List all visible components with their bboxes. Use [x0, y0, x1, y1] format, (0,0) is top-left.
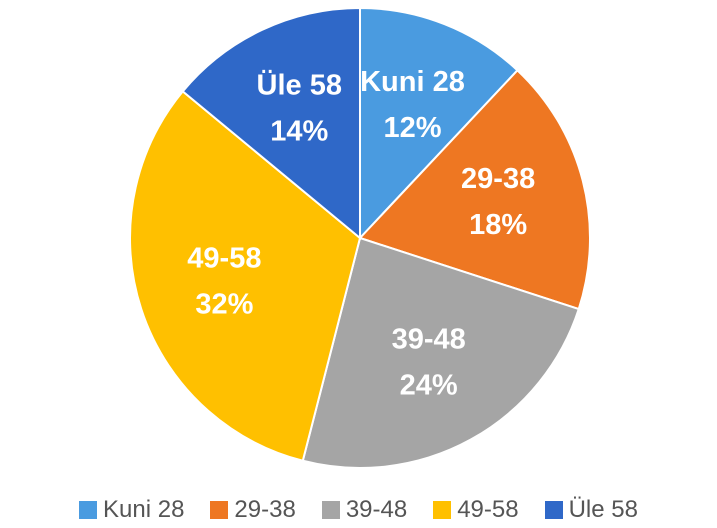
legend-item: 29-38 [210, 496, 296, 524]
legend-label: Üle 58 [568, 496, 638, 523]
pie-slice [359, 6, 519, 241]
slice-label: 29-38 [461, 163, 535, 195]
pie-slice [301, 236, 581, 469]
pie-slice [129, 89, 362, 462]
slice-value-label: 12% [383, 112, 441, 144]
legend-swatch [544, 501, 563, 519]
legend-swatch [79, 501, 98, 519]
legend-label: 29-38 [234, 496, 296, 523]
legend-item: Kuni 28 [79, 496, 184, 524]
legend: Kuni 28 29-38 39-48 49-58 Üle 58 [0, 492, 717, 528]
pie-area: Kuni 28 12% 29-38 18% 39-48 24% 49-58 32% Üle 58… [129, 6, 591, 469]
slice-label: Üle 58 [257, 69, 342, 102]
legend-swatch [433, 501, 452, 519]
slice-label: 49-58 [187, 243, 261, 275]
slice-label: 39-48 [392, 324, 466, 356]
slice-value-label: 14% [270, 116, 328, 148]
legend-item: 39-48 [321, 496, 408, 524]
legend-item: 49-58 [433, 496, 519, 524]
pie-slice [181, 6, 361, 241]
legend-label: 49-58 [457, 496, 519, 523]
legend-label: 39-48 [345, 496, 408, 523]
legend-label: Kuni 28 [103, 496, 185, 523]
legend-swatch [321, 501, 340, 519]
slice-value-label: 18% [469, 209, 527, 241]
legend-swatch [210, 501, 229, 519]
legend-item: Üle 58 [544, 496, 638, 524]
pie-slice [358, 68, 591, 311]
slice-value-label: 24% [400, 370, 458, 402]
slice-label: Kuni 28 [360, 66, 465, 98]
slice-value-label: 32% [195, 289, 253, 321]
